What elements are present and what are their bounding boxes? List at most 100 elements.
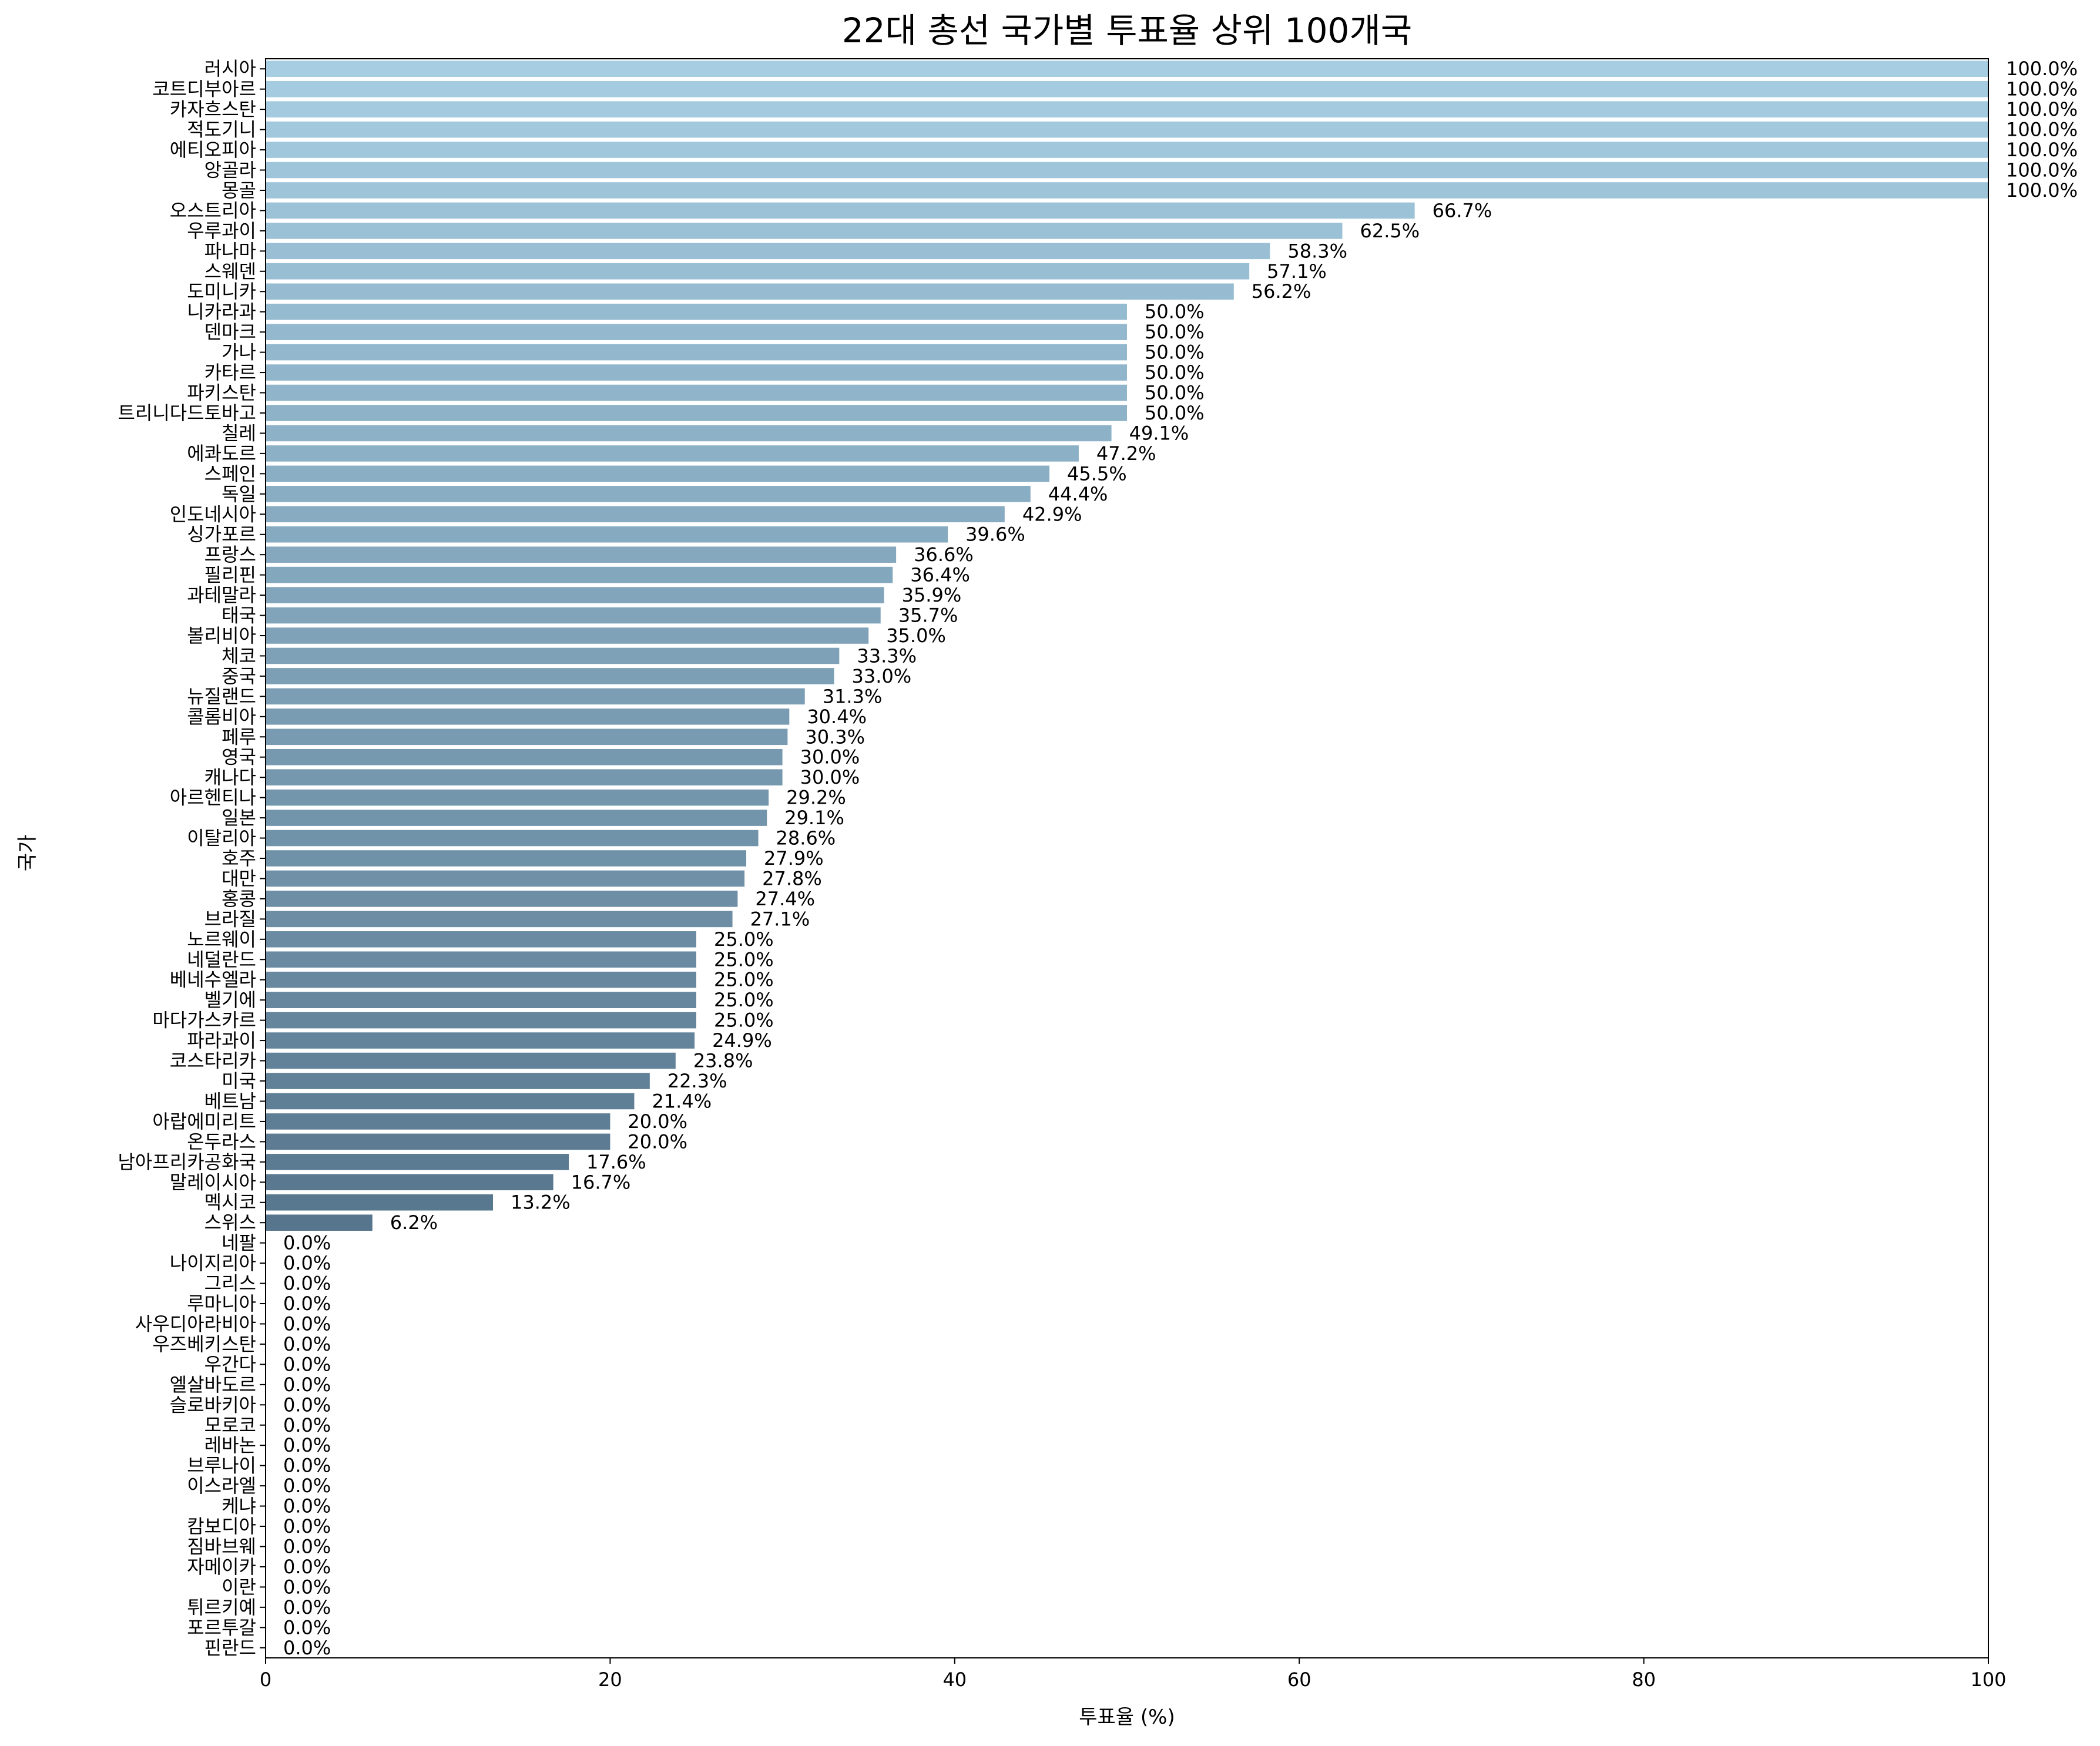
category-label: 자메이카 — [187, 1556, 256, 1578]
data-label: 0.0% — [283, 1232, 331, 1254]
category-label: 중국 — [222, 665, 256, 687]
category-label: 튀르키예 — [187, 1596, 256, 1619]
category-label: 코스타리카 — [170, 1050, 256, 1072]
data-label: 100.0% — [2006, 78, 2078, 100]
data-label: 0.0% — [283, 1394, 331, 1416]
category-label: 영국 — [222, 746, 256, 768]
data-label: 50.0% — [1145, 361, 1205, 384]
category-label: 몽골 — [222, 179, 256, 202]
category-label: 우루과이 — [187, 220, 256, 242]
category-label: 카자흐스탄 — [170, 98, 256, 120]
x-tick-label: 60 — [1287, 1668, 1311, 1691]
category-label: 에콰도르 — [187, 442, 256, 465]
category-label: 대만 — [222, 867, 256, 889]
data-label: 23.8% — [693, 1050, 753, 1072]
bar — [266, 283, 1234, 300]
category-label: 스위스 — [204, 1211, 256, 1234]
data-label: 100.0% — [2006, 58, 2078, 80]
bar — [266, 1174, 553, 1191]
category-label: 프랑스 — [204, 543, 256, 566]
bar — [266, 384, 1127, 401]
category-label: 슬로바키아 — [170, 1394, 256, 1416]
category-label: 도미니카 — [187, 280, 256, 303]
category-label: 모로코 — [204, 1414, 256, 1436]
data-label: 27.9% — [764, 847, 824, 869]
category-label: 말레이시아 — [170, 1171, 256, 1193]
data-label: 30.0% — [800, 746, 860, 768]
bar — [266, 789, 769, 806]
category-label: 파라과이 — [187, 1029, 256, 1052]
category-label: 앙골라 — [204, 159, 256, 182]
bar — [266, 830, 759, 847]
data-label: 20.0% — [628, 1110, 687, 1133]
bar — [266, 870, 745, 887]
data-label: 45.5% — [1067, 462, 1127, 485]
bar — [266, 445, 1079, 462]
bar — [266, 1032, 695, 1049]
category-label: 아랍에미리트 — [152, 1110, 256, 1133]
bars-group — [266, 61, 1988, 1231]
category-label: 그리스 — [204, 1272, 256, 1295]
data-label: 35.0% — [886, 624, 946, 647]
data-label: 25.0% — [714, 1009, 774, 1032]
category-label: 트리니다드토바고 — [118, 402, 256, 424]
data-label: 35.7% — [898, 605, 958, 627]
data-label: 100.0% — [2006, 159, 2078, 182]
bar — [266, 121, 1988, 138]
bar — [266, 465, 1050, 482]
bar — [266, 607, 881, 624]
bar — [266, 647, 840, 664]
data-label: 100.0% — [2006, 119, 2078, 141]
data-label: 6.2% — [390, 1211, 438, 1234]
category-label: 일본 — [222, 807, 256, 829]
data-label: 0.0% — [283, 1596, 331, 1619]
bar — [266, 182, 1988, 199]
data-label: 58.3% — [1287, 240, 1347, 262]
bar — [266, 1154, 569, 1170]
bar — [266, 162, 1988, 179]
category-label: 레바논 — [204, 1434, 256, 1456]
bar — [266, 688, 805, 705]
bar — [266, 911, 733, 928]
bar — [266, 850, 747, 867]
category-label: 싱가포르 — [187, 523, 256, 546]
category-label: 코트디부아르 — [152, 78, 256, 100]
bar — [266, 971, 696, 988]
category-label: 벨기에 — [204, 989, 256, 1011]
x-tick-label: 80 — [1632, 1668, 1656, 1691]
category-label: 파나마 — [204, 240, 256, 262]
category-label: 아르헨티나 — [170, 787, 256, 809]
data-label: 0.0% — [283, 1333, 331, 1355]
data-label: 100.0% — [2006, 98, 2078, 120]
category-label: 온두라스 — [187, 1130, 256, 1153]
category-label: 브루나이 — [187, 1455, 256, 1477]
data-label: 35.9% — [902, 584, 962, 606]
category-label: 네팔 — [222, 1232, 256, 1254]
data-label: 50.0% — [1145, 382, 1205, 404]
x-tick-label: 100 — [1970, 1668, 2006, 1691]
bar — [266, 506, 1005, 523]
category-label: 우즈베키스탄 — [152, 1333, 256, 1355]
bar — [266, 263, 1250, 280]
value-labels-group: 100.0%100.0%100.0%100.0%100.0%100.0%100.… — [283, 58, 2078, 1659]
x-axis-ticks-group: 0 20 40 60 80 100 — [260, 1658, 2007, 1691]
category-label: 캄보디아 — [187, 1515, 256, 1537]
bar — [266, 1214, 373, 1231]
bar — [266, 728, 788, 746]
bar — [266, 1194, 494, 1211]
bar — [266, 1113, 610, 1130]
category-label: 베트남 — [204, 1090, 256, 1112]
data-label: 0.0% — [283, 1414, 331, 1436]
bar — [266, 891, 738, 907]
x-tick-label: 0 — [260, 1668, 271, 1691]
bar — [266, 1073, 650, 1089]
category-label: 칠레 — [222, 422, 256, 444]
data-label: 31.3% — [823, 685, 883, 707]
category-label: 필리핀 — [204, 564, 256, 586]
category-label: 사우디아라비아 — [135, 1312, 256, 1335]
data-label: 0.0% — [283, 1374, 331, 1396]
data-label: 0.0% — [283, 1434, 331, 1456]
data-label: 16.7% — [571, 1171, 631, 1193]
data-label: 33.0% — [852, 665, 912, 687]
